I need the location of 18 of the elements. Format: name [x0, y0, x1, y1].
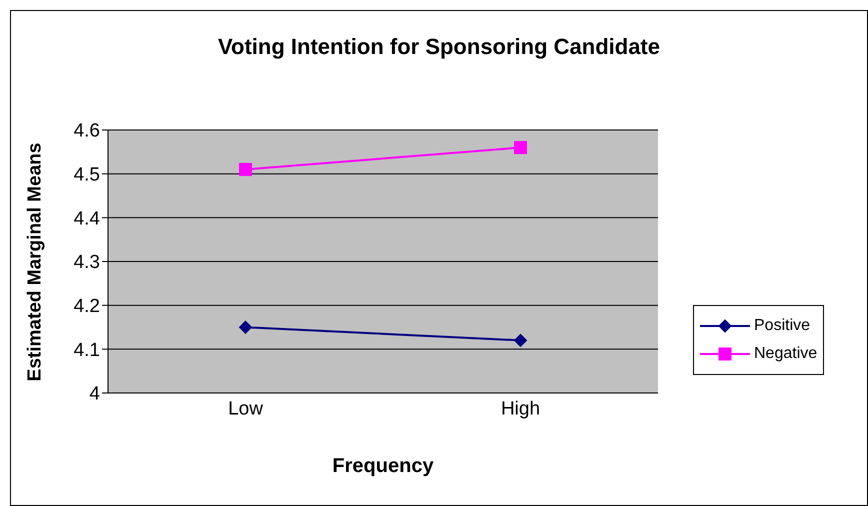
y-tick-label: 4 [89, 384, 100, 405]
legend-label: Positive [754, 317, 810, 335]
y-axis-title: Estimated Marginal Means [24, 142, 46, 381]
y-tick-label: 4.4 [74, 208, 100, 230]
point [239, 162, 252, 176]
y-tick-label: 4.1 [74, 340, 100, 361]
legend-label: Negative [754, 345, 818, 363]
point [514, 141, 527, 154]
x-axis-title: Frequency [331, 455, 435, 478]
point [239, 320, 252, 334]
x-tick-label: Low [228, 398, 264, 420]
y-tick-label: 4.3 [74, 252, 100, 274]
point [514, 334, 527, 347]
y-tick-label: 4.2 [74, 296, 100, 318]
y-tick-label: 4.6 [74, 120, 100, 142]
chart-title: Voting Intention for Sponsoring Candidate [217, 34, 661, 60]
y-tick-label: 4.5 [74, 164, 100, 186]
x-tick-label: High [500, 398, 540, 420]
